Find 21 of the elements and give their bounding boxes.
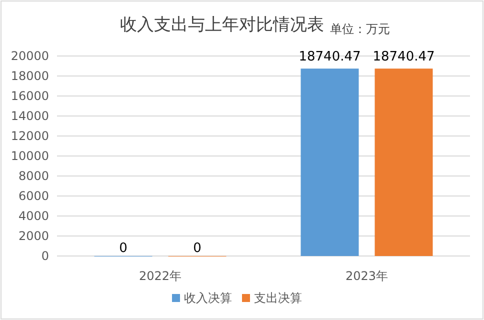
- y-tick-label: 16000: [10, 89, 49, 104]
- y-tick-label: 4000: [18, 209, 49, 224]
- data-label: 18740.47: [372, 50, 435, 65]
- y-tick-label: 0: [41, 249, 49, 264]
- y-tick-label: 2000: [18, 229, 49, 244]
- chart-subtitle: 单位：万元: [330, 22, 390, 36]
- data-label: 0: [193, 241, 202, 256]
- y-tick-label: 20000: [10, 49, 49, 64]
- x-tick-label: 2022年: [138, 269, 182, 284]
- chart-title: 收入支出与上年对比情况表: [120, 15, 324, 35]
- y-tick-label: 14000: [10, 109, 49, 124]
- x-tick-label: 2023年: [345, 269, 388, 284]
- y-tick-label: 18000: [10, 69, 49, 84]
- y-tick-label: 10000: [10, 149, 49, 164]
- data-label: 0: [119, 241, 128, 256]
- y-tick-label: 8000: [18, 169, 49, 184]
- y-tick-label: 6000: [18, 189, 49, 204]
- legend-label: 支出决算: [254, 291, 302, 306]
- data-label: 18740.47: [298, 50, 361, 65]
- legend-label: 收入决算: [184, 291, 232, 306]
- y-tick-label: 12000: [10, 129, 49, 144]
